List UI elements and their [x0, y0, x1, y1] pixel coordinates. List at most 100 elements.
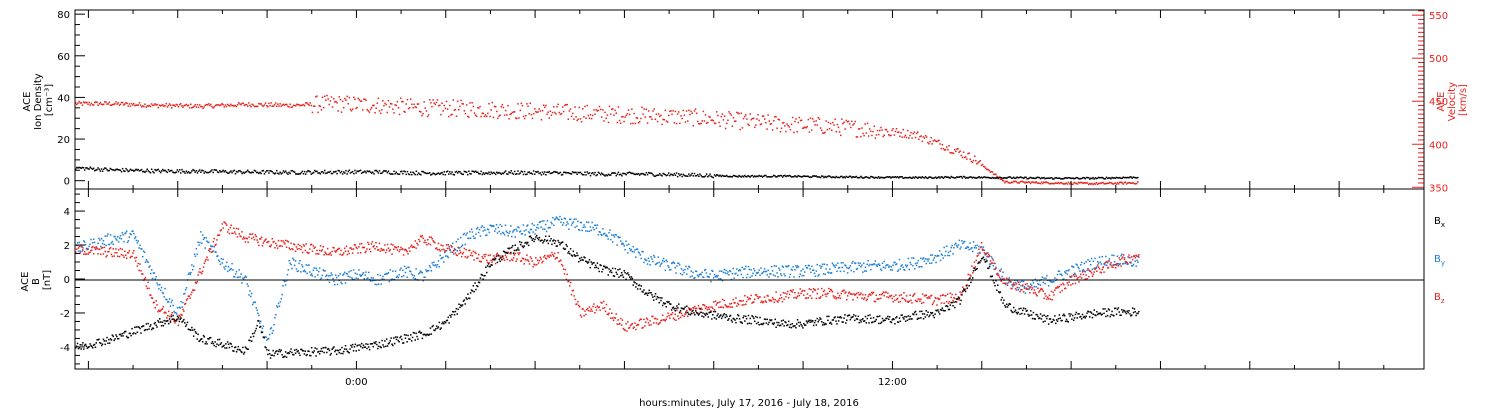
by-point: [511, 231, 514, 233]
bz-point: [400, 246, 402, 249]
bz-point: [1117, 265, 1120, 267]
bz-point: [589, 310, 592, 312]
bx-point: [105, 340, 107, 342]
bz-point: [113, 255, 115, 257]
bz-point: [1085, 274, 1087, 276]
bz-point: [385, 249, 388, 251]
by-point: [362, 272, 365, 274]
bz-point: [276, 247, 279, 249]
velocity-point: [500, 106, 502, 108]
by-point: [841, 266, 843, 269]
velocity-point: [1014, 180, 1016, 183]
bz-point: [222, 227, 224, 229]
density-point: [1073, 178, 1075, 180]
by-point: [1031, 279, 1034, 282]
bz-point: [1039, 290, 1041, 292]
by-point: [564, 218, 567, 220]
density-point: [247, 169, 249, 172]
velocity-point: [553, 106, 555, 108]
by-point: [824, 273, 826, 276]
bz-point: [472, 250, 475, 253]
density-point: [240, 171, 242, 173]
by-point: [1093, 267, 1095, 270]
velocity-point: [75, 102, 77, 104]
bx-point: [161, 321, 164, 323]
by-point: [946, 254, 949, 257]
density-point: [1001, 177, 1004, 180]
velocity-point: [651, 118, 653, 120]
bx-point: [259, 326, 261, 328]
density-point: [252, 171, 255, 174]
bx-point: [91, 345, 93, 348]
by-point: [1007, 281, 1010, 284]
by-point: [318, 267, 321, 269]
bz-point: [1068, 281, 1070, 283]
bx-point: [170, 315, 173, 318]
bz-point: [279, 245, 282, 247]
bz-point: [185, 299, 188, 301]
density-point: [971, 177, 974, 179]
bx-point: [244, 346, 247, 348]
by-point: [498, 230, 500, 233]
by-point: [407, 266, 409, 268]
by-point: [764, 270, 767, 273]
by-point: [966, 246, 969, 248]
velocity-point: [953, 148, 956, 151]
bx-point: [450, 316, 452, 318]
by-point: [326, 274, 328, 276]
bx-point: [195, 332, 198, 334]
bz-point: [823, 289, 826, 292]
bz-point: [992, 259, 994, 261]
bx-point: [561, 241, 564, 243]
by-point: [817, 275, 819, 277]
by-point: [267, 338, 269, 340]
by-point: [160, 286, 163, 289]
velocity-point: [582, 108, 584, 110]
density-point: [510, 170, 512, 172]
bz-point: [854, 293, 857, 296]
velocity-point: [968, 152, 970, 154]
bx-point: [268, 353, 271, 355]
by-point: [123, 240, 125, 243]
density-point: [506, 173, 508, 175]
velocity-point: [902, 128, 904, 131]
bx-point: [288, 352, 290, 355]
density-point: [1095, 177, 1098, 180]
by-point: [553, 224, 555, 226]
density-point: [1035, 177, 1037, 179]
by-point: [370, 277, 373, 279]
bz-point: [776, 300, 778, 302]
density-point: [654, 175, 657, 177]
by-point: [569, 218, 571, 221]
density-point: [880, 176, 882, 179]
density-point: [241, 172, 243, 175]
bx-point: [165, 320, 167, 322]
bz-point: [653, 322, 655, 324]
bz-point: [781, 300, 784, 303]
density-point: [932, 177, 935, 179]
velocity-point: [746, 118, 748, 120]
by-point: [580, 221, 583, 224]
by-point: [791, 269, 793, 271]
bx-point: [531, 239, 533, 241]
by-point: [752, 272, 754, 275]
bz-point: [886, 296, 888, 298]
density-point: [1083, 177, 1085, 179]
by-point: [183, 293, 185, 295]
density-point: [663, 173, 665, 175]
bx-point: [326, 348, 329, 350]
velocity-point: [1010, 181, 1013, 183]
density-point: [564, 171, 566, 173]
by-point: [623, 245, 625, 247]
bx-point: [461, 304, 464, 306]
density-point: [670, 173, 672, 175]
velocity-point: [805, 127, 807, 129]
by-point: [597, 234, 600, 236]
bx-point: [418, 331, 420, 333]
bz-point: [322, 246, 324, 248]
bz-point: [343, 252, 345, 254]
bz-point: [367, 241, 369, 244]
velocity-point: [700, 122, 702, 125]
by-point: [289, 262, 291, 264]
bz-point: [264, 239, 266, 241]
